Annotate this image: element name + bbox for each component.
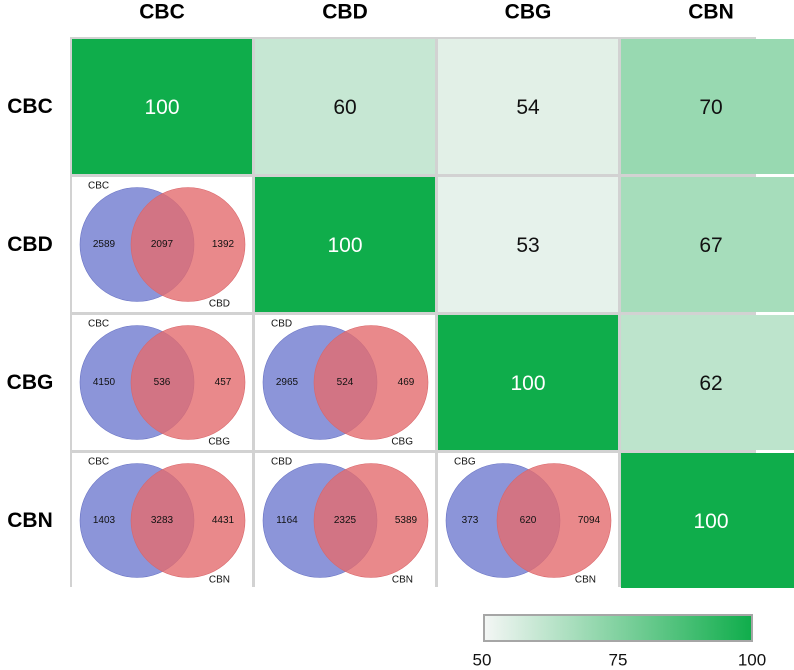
venn-overlap-count: 620 — [520, 515, 537, 526]
venn-overlap-count: 536 — [154, 377, 171, 388]
heatmap-value-r1c1: 100 — [327, 234, 362, 257]
column-header-cbd: CBD — [322, 1, 368, 24]
heatmap-value-r0c3: 70 — [699, 96, 722, 119]
column-headers: CBC CBD CBG CBN — [139, 1, 734, 24]
venn-right-circle — [130, 325, 246, 440]
venn-cell-r2c1: CBD CBG 2965 524 469 — [255, 315, 435, 450]
venn-right-circle — [313, 325, 429, 440]
venn-right-circle — [130, 187, 246, 302]
venn-overlap-count: 2097 — [151, 239, 174, 250]
venn-right-circle — [496, 463, 612, 578]
heatmap-cell-r0c1 — [255, 39, 435, 174]
column-header-cbc: CBC — [139, 1, 185, 24]
heatmap-value-r2c3: 62 — [699, 372, 722, 395]
colorbar-tick-100: 100 — [738, 651, 766, 670]
venn-left-only-count: 373 — [462, 515, 479, 526]
venn-left-label: CBD — [271, 319, 292, 330]
row-header-cbc: CBC — [7, 95, 53, 118]
heatmap-cell-r2c2 — [438, 315, 618, 450]
venn-overlap-count: 2325 — [334, 515, 357, 526]
venn-left-label: CBC — [88, 319, 109, 330]
venn-cell-r1c0: CBC CBD 2589 2097 1392 — [72, 177, 252, 312]
column-header-cbn: CBN — [688, 1, 734, 24]
venn-cell-r3c1: CBD CBN 1164 2325 5389 — [255, 453, 435, 588]
heatmap-value-r1c2: 53 — [516, 234, 539, 257]
venn-left-only-count: 2589 — [93, 239, 116, 250]
venn-left-only-count: 2965 — [276, 377, 299, 388]
venn-right-label: CBN — [209, 575, 230, 586]
venn-left-label: CBC — [88, 181, 109, 192]
row-header-cbg: CBG — [7, 371, 54, 394]
venn-right-only-count: 457 — [215, 377, 232, 388]
venn-right-label: CBG — [391, 437, 413, 448]
venn-right-only-count: 1392 — [212, 239, 235, 250]
heatmap-value-r2c2: 100 — [510, 372, 545, 395]
venn-right-label: CBN — [392, 575, 413, 586]
venn-left-only-count: 1403 — [93, 515, 116, 526]
heatmap-cell-r1c2 — [438, 177, 618, 312]
heatmap-value-r3c3: 100 — [693, 510, 728, 533]
venn-cell-r2c0: CBC CBG 4150 536 457 — [72, 315, 252, 450]
venn-right-only-count: 5389 — [395, 515, 418, 526]
venn-overlap-count: 524 — [337, 377, 354, 388]
venn-right-circle — [313, 463, 429, 578]
colorbar-tick-50: 50 — [473, 651, 492, 670]
venn-right-only-count: 4431 — [212, 515, 235, 526]
heatmap-cell-r1c3 — [621, 177, 794, 312]
venn-right-only-count: 469 — [398, 377, 415, 388]
heatmap-cell-r1c1 — [255, 177, 435, 312]
heatmap-cell-r0c0 — [72, 39, 252, 174]
venn-right-circle — [130, 463, 246, 578]
colorbar: 50 75 100 — [473, 614, 767, 670]
heatmap-value-r0c2: 54 — [516, 96, 540, 119]
venn-left-label: CBG — [454, 457, 476, 468]
row-header-cbd: CBD — [7, 233, 53, 256]
colorbar-gradient — [483, 614, 753, 642]
colorbar-tick-75: 75 — [609, 651, 628, 670]
venn-right-label: CBN — [575, 575, 596, 586]
heatmap-value-r1c3: 67 — [699, 234, 722, 257]
venn-right-only-count: 7094 — [578, 515, 601, 526]
venn-left-label: CBD — [271, 457, 292, 468]
venn-left-only-count: 4150 — [93, 377, 116, 388]
venn-right-label: CBD — [209, 299, 230, 310]
heatmap-value-r0c1: 60 — [333, 96, 356, 119]
venn-right-label: CBG — [208, 437, 230, 448]
column-header-cbg: CBG — [505, 1, 552, 24]
heatmap-value-r0c0: 100 — [144, 96, 179, 119]
heatmap-cell-r0c3 — [621, 39, 794, 174]
heatmap-cell-r0c2 — [438, 39, 618, 174]
venn-left-label: CBC — [88, 457, 109, 468]
row-header-cbn: CBN — [7, 509, 53, 532]
heatmap-cell-r3c3 — [621, 453, 794, 588]
venn-overlap-count: 3283 — [151, 515, 174, 526]
venn-left-only-count: 1164 — [276, 515, 298, 526]
venn-cell-r3c0: CBC CBN 1403 3283 4431 — [72, 453, 252, 588]
row-headers: CBC CBD CBG CBN — [7, 95, 54, 532]
matrix-cells: 100 60 54 70 100 53 67 100 62 100 CBC CBD 2589 2097 13… — [72, 39, 794, 588]
venn-cell-r3c2: CBG CBN 373 620 7094 — [438, 453, 618, 588]
heatmap-cell-r2c3 — [621, 315, 794, 450]
colorbar-ticks: 50 75 100 — [473, 651, 767, 670]
